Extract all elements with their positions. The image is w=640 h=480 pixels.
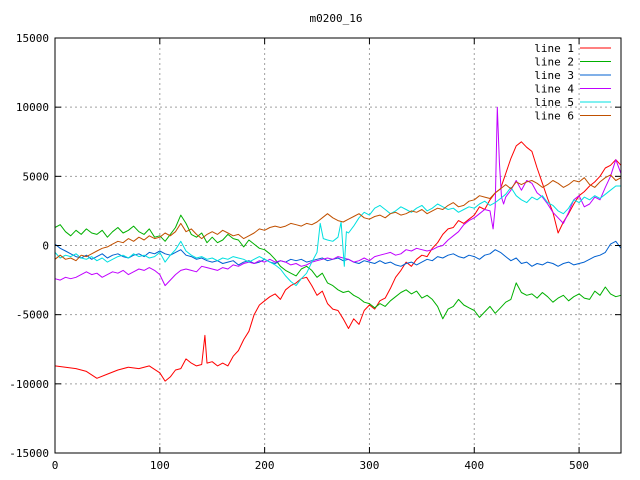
series-line-2 (54, 214, 622, 320)
legend-label: line 2 (534, 56, 574, 69)
series-line-3 (54, 240, 622, 267)
y-tick-label: 10000 (16, 101, 49, 114)
y-tick-label: 0 (42, 240, 49, 253)
grid (55, 38, 621, 453)
y-tick-label: -15000 (9, 447, 49, 460)
legend-label: line 6 (534, 110, 574, 123)
y-tick-label: -10000 (9, 378, 49, 391)
series-line-6 (54, 174, 622, 262)
series-line-1 (54, 141, 622, 382)
legend-label: line 1 (534, 42, 574, 55)
y-tick-label: 15000 (16, 32, 49, 45)
series-line-5 (54, 185, 621, 287)
y-tick-label: -5000 (16, 309, 49, 322)
chart-title: m0200_16 (310, 12, 363, 25)
x-tick-label: 200 (255, 459, 275, 472)
x-tick-label: 0 (52, 459, 59, 472)
series-line-4 (54, 106, 622, 287)
legend-label: line 3 (534, 69, 574, 82)
x-tick-label: 100 (150, 459, 170, 472)
legend-label: line 5 (534, 96, 574, 109)
axis-ticks: 0 100 200 300 400 500 -15000 -10000 -5000 0 5000 10… (9, 32, 621, 472)
x-tick-label: 500 (569, 459, 589, 472)
legend-label: line 4 (534, 83, 574, 96)
y-tick-label: 5000 (23, 170, 50, 183)
x-tick-label: 400 (464, 459, 484, 472)
x-tick-label: 300 (360, 459, 380, 472)
series-group (54, 106, 622, 382)
